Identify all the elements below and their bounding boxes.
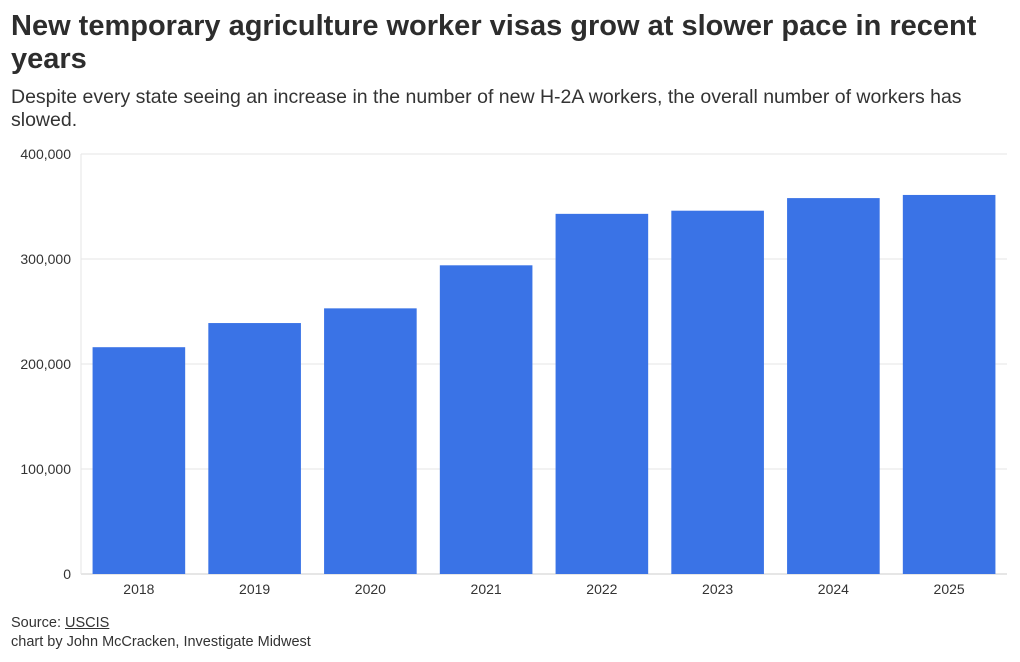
bar-2019[interactable] [208,323,301,574]
bar-2018[interactable] [93,347,186,574]
bar-2023[interactable] [671,211,764,574]
x-tick-label: 2025 [934,581,965,597]
x-tick-label: 2020 [355,581,386,597]
x-tick-label: 2018 [123,581,154,597]
source-link[interactable]: USCIS [65,615,109,631]
y-tick-label: 100,000 [20,461,71,477]
x-tick-label: 2023 [702,581,733,597]
x-tick-label: 2021 [471,581,502,597]
chart-title: New temporary agriculture worker visas g… [11,10,1011,76]
y-tick-label: 200,000 [20,356,71,372]
bar-2025[interactable] [903,195,996,574]
chart-subtitle: Despite every state seeing an increase i… [11,86,1011,132]
credit-line: chart by John McCracken, Investigate Mid… [11,633,311,652]
y-tick-label: 400,000 [20,146,71,162]
bar-2021[interactable] [440,265,533,574]
source-label: Source: [11,615,65,631]
y-tick-label: 300,000 [20,251,71,267]
bar-chart: 0 100,000 200,000 300,000 400,000 2018 2019 202… [0,140,1020,610]
x-tick-label: 2019 [239,581,270,597]
y-tick-label: 0 [63,566,71,582]
bar-2022[interactable] [556,214,649,574]
chart-footer: Source: USCIS chart by John McCracken, I… [11,614,311,652]
x-tick-label: 2022 [586,581,617,597]
bar-2020[interactable] [324,308,417,574]
x-tick-label: 2024 [818,581,849,597]
source-line: Source: USCIS [11,614,311,633]
bar-2024[interactable] [787,198,880,574]
